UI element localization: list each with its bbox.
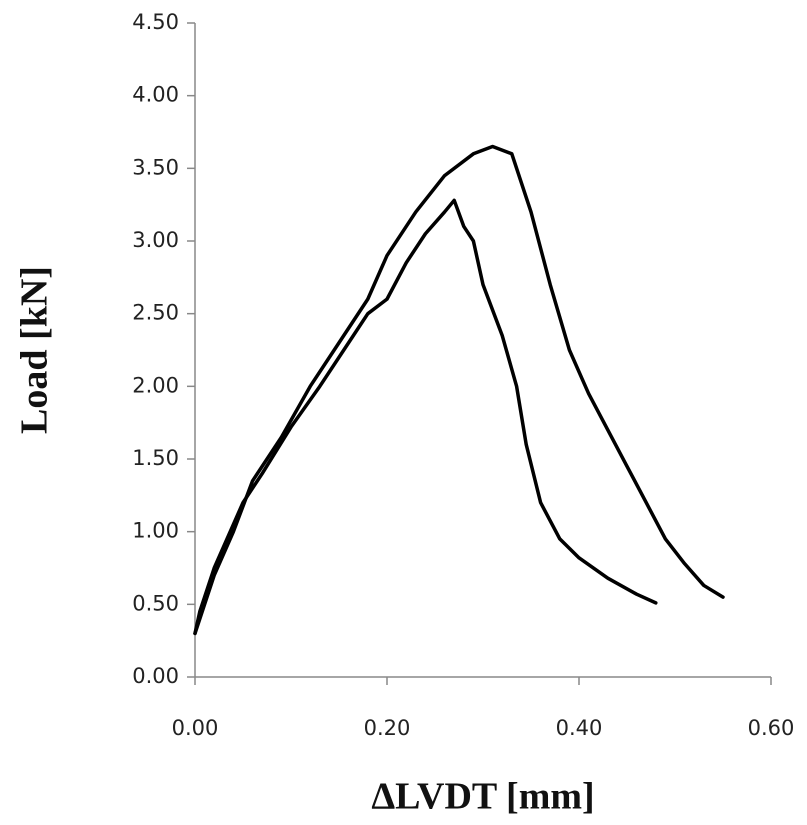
y-tick-label: 4.00 [132, 83, 179, 107]
x-axis-title: ΔLVDT [mm] [371, 776, 594, 818]
y-tick-label: 0.50 [132, 591, 179, 615]
y-tick-label: 2.00 [132, 373, 179, 397]
y-tick-label: 4.50 [132, 10, 179, 34]
x-tick-label: 0.60 [748, 716, 795, 740]
y-tick-label: 3.50 [132, 155, 179, 179]
line-series [193, 198, 658, 636]
x-tick-label: 0.20 [364, 716, 411, 740]
line-series [193, 144, 725, 636]
y-tick-label: 3.00 [132, 228, 179, 252]
y-tick-label: 1.50 [132, 446, 179, 470]
x-tick-label: 0.40 [556, 716, 603, 740]
y-axis-title: Load [kN] [14, 266, 56, 434]
x-tick-label: 0.00 [172, 716, 219, 740]
y-tick-label: 1.00 [132, 519, 179, 543]
y-tick-label: 0.00 [132, 664, 179, 688]
y-tick-label: 2.50 [132, 301, 179, 325]
